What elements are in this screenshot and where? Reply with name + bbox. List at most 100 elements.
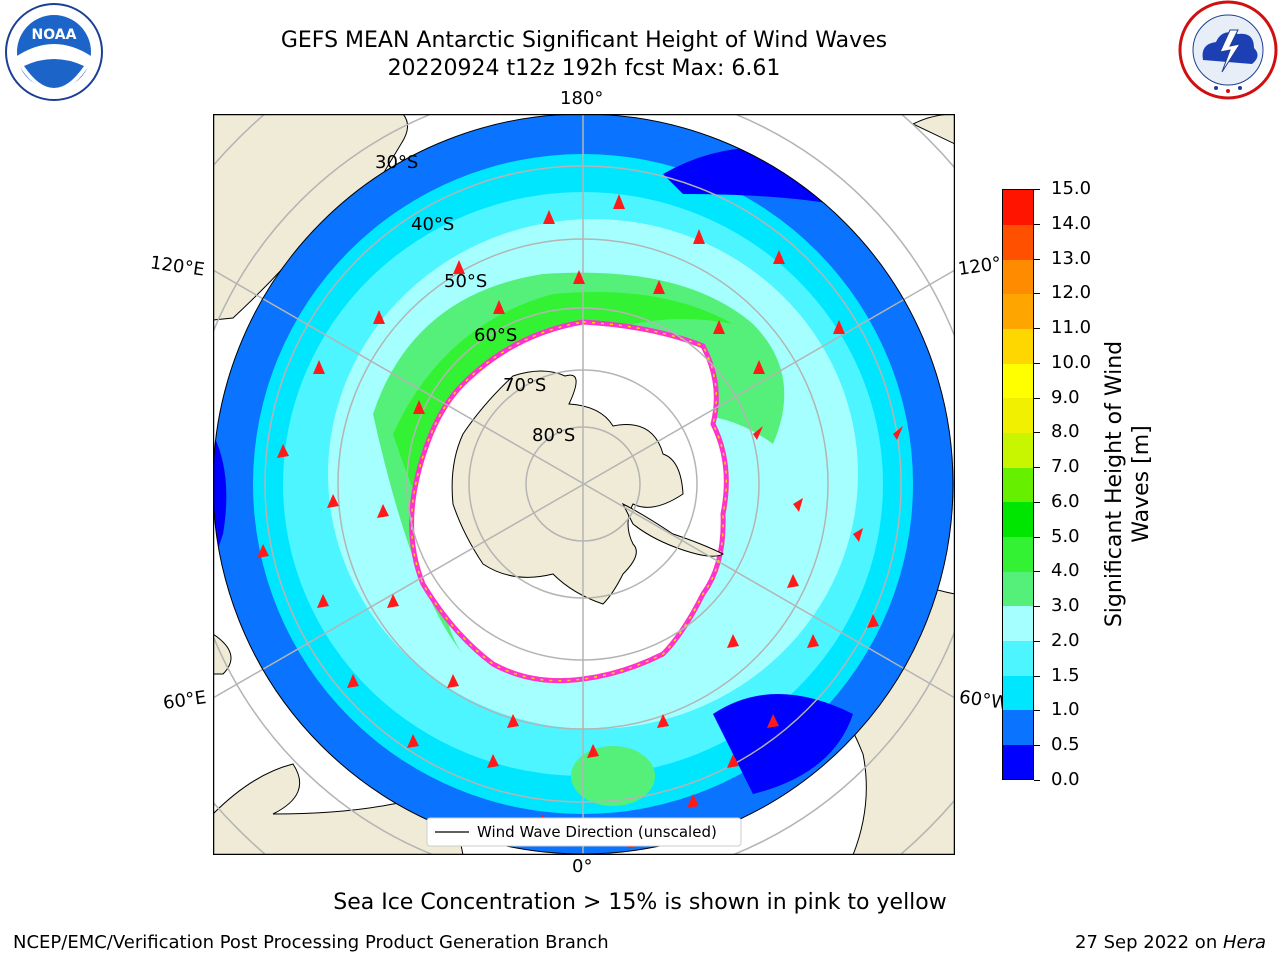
colorbar-tick-label: 3.0 <box>1051 595 1080 617</box>
arrow-mark <box>753 360 765 374</box>
colorbar-tick-mark <box>1034 675 1040 677</box>
antarctic-peninsula <box>621 502 725 557</box>
arrow-mark <box>493 300 505 314</box>
arrow-mark <box>833 320 845 334</box>
colorbar-tick-label: 12.0 <box>1051 282 1092 304</box>
colorbar-tick-label: 10.0 <box>1051 351 1092 373</box>
polar-map: 30°S 40°S 50°S 60°S 70°S 80°S Wind Wave … <box>212 113 956 856</box>
colorbar-tick-label: 8.0 <box>1051 421 1080 443</box>
colorbar-tick-label: 2.0 <box>1051 629 1080 651</box>
arrow-mark <box>853 528 863 542</box>
colorbar-tick-mark <box>1034 640 1040 642</box>
colorbar-tick-label: 9.0 <box>1051 386 1080 408</box>
colorbar-tick-mark <box>1034 328 1040 330</box>
colorbar-tick-label: 1.5 <box>1051 664 1080 686</box>
colorbar-swatch <box>1003 675 1033 711</box>
colorbar-tick-mark <box>1034 223 1040 225</box>
arrow-mark <box>893 426 903 440</box>
noaa-logo: NOAA <box>4 2 104 102</box>
colorbar-tick-label: 13.0 <box>1051 247 1092 269</box>
map-subtitle: 20220924 t12z 192h fcst Max: 6.61 <box>387 56 781 81</box>
colorbar-label-line2: Waves [m] <box>1129 425 1154 543</box>
colorbar-tick-mark <box>1034 432 1040 434</box>
colorbar-tick-label: 14.0 <box>1051 212 1092 234</box>
colorbar-tick-mark <box>1034 293 1040 295</box>
lat-label-40s: 40°S <box>411 214 454 235</box>
arrow-mark <box>257 544 269 558</box>
colorbar-swatch <box>1003 432 1033 468</box>
colorbar-swatch <box>1003 363 1033 399</box>
map-title: GEFS MEAN Antarctic Significant Height o… <box>280 28 888 53</box>
national-weather-service-logo <box>1178 0 1278 100</box>
arrow-mark <box>573 270 585 284</box>
arrow-mark <box>387 594 399 608</box>
arrow-mark <box>447 674 459 688</box>
arrow-mark <box>807 634 819 648</box>
colorbar-swatch <box>1003 397 1033 434</box>
arrow-mark <box>693 229 705 244</box>
footer-date-text: 27 Sep 2022 on <box>1075 932 1223 953</box>
arrow-mark <box>727 754 739 768</box>
colorbar-ticks: 0.0 0.5 1.0 1.5 2.0 3.0 4.0 5.0 6.0 7.0 8.0 9.0 10.0… <box>1034 180 1104 789</box>
colorbar-tick-mark <box>1034 606 1040 608</box>
arrow-mark <box>653 280 665 294</box>
graticule <box>213 114 955 855</box>
colorbar-tick-mark <box>1034 258 1040 260</box>
colorbar-tick-mark <box>1034 362 1040 364</box>
colorbar-tick-mark <box>1034 710 1040 712</box>
arrow-mark <box>347 674 359 688</box>
colorbar-tick-label: 7.0 <box>1051 456 1080 478</box>
arrow-mark <box>277 444 289 458</box>
colorbar-tick-mark <box>1034 745 1040 747</box>
arrow-mark <box>313 360 325 374</box>
arrow-mark <box>787 574 799 588</box>
colorbar-swatch <box>1003 536 1033 572</box>
colorbar-swatch <box>1003 190 1033 226</box>
colorbar-swatch <box>1003 501 1033 537</box>
footer-date: 27 Sep 2022 on Hera <box>1075 932 1266 953</box>
lat-label-80s: 80°S <box>532 425 575 446</box>
colorbar-swatch <box>1003 605 1033 641</box>
colorbar-swatch <box>1003 744 1033 780</box>
colorbar-tick-label: 15.0 <box>1051 178 1092 199</box>
colorbar-swatch <box>1003 224 1033 260</box>
colorbar-swatch <box>1003 259 1033 295</box>
arrow-mark <box>487 754 499 768</box>
legend-label: Wind Wave Direction (unscaled) <box>477 823 717 841</box>
arrow-mark <box>773 250 785 264</box>
arrow-mark <box>753 426 763 440</box>
colorbar-swatch <box>1003 467 1033 503</box>
arrow-mark <box>507 714 519 728</box>
arrow-mark <box>453 260 465 274</box>
arrow-mark <box>413 400 425 414</box>
colorbar-swatch <box>1003 328 1033 364</box>
arrow-mark <box>543 210 555 224</box>
arrow-mark <box>727 634 739 648</box>
arrow-mark <box>613 194 625 209</box>
colorbar-tick-label: 1.0 <box>1051 699 1080 721</box>
lon-label-0: 0° <box>572 856 593 877</box>
footer-host: Hera <box>1222 932 1266 953</box>
lat-label-70s: 70°S <box>503 375 546 396</box>
colorbar-tick-mark <box>1034 571 1040 573</box>
colorbar-swatch <box>1003 571 1033 607</box>
lat-label-30s: 30°S <box>375 152 418 173</box>
antarctica-land <box>451 370 684 605</box>
lon-label-60e: 60°E <box>161 687 208 714</box>
lon-label-180: 180° <box>560 88 604 109</box>
colorbar-swatch <box>1003 293 1033 330</box>
colorbar-swatch <box>1003 640 1033 676</box>
lon-label-120w: 120° <box>956 253 1003 280</box>
colorbar-tick-mark <box>1034 536 1040 538</box>
colorbar-tick-mark <box>1034 397 1040 399</box>
noaa-logo-text: NOAA <box>32 27 77 43</box>
lat-label-50s: 50°S <box>444 271 487 292</box>
arrow-mark <box>687 794 699 808</box>
lat-label-60s: 60°S <box>474 325 517 346</box>
colorbar-tick-label: 0.5 <box>1051 734 1080 756</box>
colorbar <box>1002 189 1034 780</box>
colorbar-tick-label: 4.0 <box>1051 560 1080 582</box>
arrow-mark <box>327 494 339 508</box>
colorbar-tick-mark <box>1034 467 1040 469</box>
colorbar-tick-label: 11.0 <box>1051 317 1092 339</box>
